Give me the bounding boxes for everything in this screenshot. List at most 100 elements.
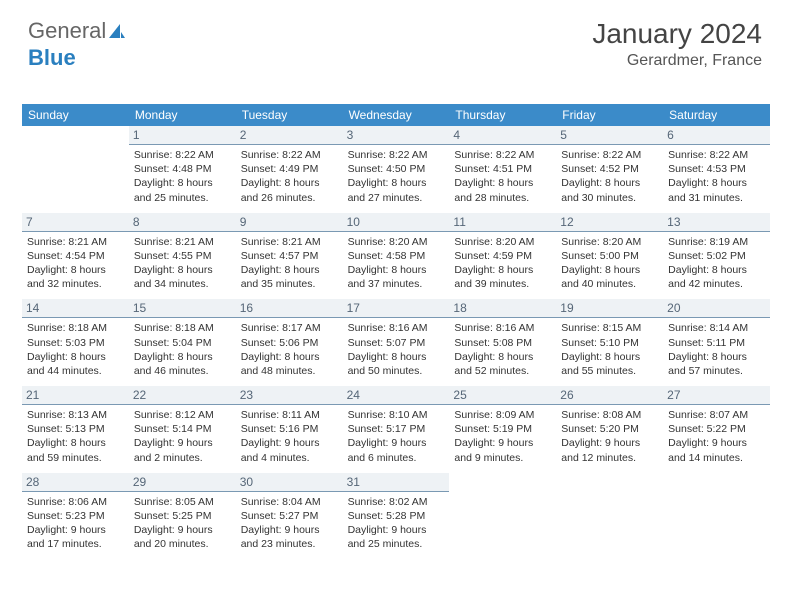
day-info: Sunrise: 8:18 AMSunset: 5:03 PMDaylight:…	[27, 321, 124, 378]
daylight-text-2: and 48 minutes.	[241, 364, 338, 378]
daylight-text-2: and 26 minutes.	[241, 191, 338, 205]
daylight-text-2: and 55 minutes.	[561, 364, 658, 378]
sunset-text: Sunset: 5:03 PM	[27, 336, 124, 350]
weekday-header-row: Sunday Monday Tuesday Wednesday Thursday…	[22, 104, 770, 126]
daylight-text-1: Daylight: 9 hours	[668, 436, 765, 450]
weekday-header: Tuesday	[236, 104, 343, 126]
sunrise-text: Sunrise: 8:06 AM	[27, 495, 124, 509]
sunrise-text: Sunrise: 8:22 AM	[348, 148, 445, 162]
day-number: 22	[129, 386, 236, 405]
calendar-cell: 11Sunrise: 8:20 AMSunset: 4:59 PMDayligh…	[449, 213, 556, 300]
day-number: 15	[129, 299, 236, 318]
sunset-text: Sunset: 4:58 PM	[348, 249, 445, 263]
sunset-text: Sunset: 5:00 PM	[561, 249, 658, 263]
day-info: Sunrise: 8:11 AMSunset: 5:16 PMDaylight:…	[241, 408, 338, 465]
sunset-text: Sunset: 5:25 PM	[134, 509, 231, 523]
calendar-cell: 30Sunrise: 8:04 AMSunset: 5:27 PMDayligh…	[236, 473, 343, 560]
sunrise-text: Sunrise: 8:20 AM	[561, 235, 658, 249]
daylight-text-2: and 25 minutes.	[134, 191, 231, 205]
daylight-text-2: and 59 minutes.	[27, 451, 124, 465]
daylight-text-1: Daylight: 8 hours	[454, 263, 551, 277]
day-number: 7	[22, 213, 129, 232]
day-info: Sunrise: 8:08 AMSunset: 5:20 PMDaylight:…	[561, 408, 658, 465]
daylight-text-1: Daylight: 8 hours	[454, 176, 551, 190]
daylight-text-2: and 32 minutes.	[27, 277, 124, 291]
calendar-week-row: 1Sunrise: 8:22 AMSunset: 4:48 PMDaylight…	[22, 126, 770, 213]
day-info: Sunrise: 8:16 AMSunset: 5:07 PMDaylight:…	[348, 321, 445, 378]
day-info: Sunrise: 8:17 AMSunset: 5:06 PMDaylight:…	[241, 321, 338, 378]
sunrise-text: Sunrise: 8:17 AM	[241, 321, 338, 335]
sunset-text: Sunset: 4:49 PM	[241, 162, 338, 176]
sunset-text: Sunset: 5:06 PM	[241, 336, 338, 350]
daylight-text-2: and 25 minutes.	[348, 537, 445, 551]
calendar-cell: 16 Sunrise: 8:17 AMSunset: 5:06 PMDayligh…	[236, 299, 343, 386]
sunrise-text: Sunrise: 8:16 AM	[348, 321, 445, 335]
calendar-week-row: 14Sunrise: 8:18 AMSunset: 5:03 PMDayligh…	[22, 299, 770, 386]
day-number: 24	[343, 386, 450, 405]
daylight-text-1: Daylight: 9 hours	[348, 436, 445, 450]
day-number: 1	[129, 126, 236, 145]
weekday-header: Monday	[129, 104, 236, 126]
day-info: Sunrise: 8:20 AMSunset: 5:00 PMDaylight:…	[561, 235, 658, 292]
daylight-text-1: Daylight: 8 hours	[348, 350, 445, 364]
calendar-cell: 7Sunrise: 8:21 AMSunset: 4:54 PMDaylight…	[22, 213, 129, 300]
sunrise-text: Sunrise: 8:13 AM	[27, 408, 124, 422]
calendar-cell	[663, 473, 770, 560]
page-header: January 2024 Gerardmer, France	[592, 18, 762, 70]
location-label: Gerardmer, France	[592, 52, 762, 70]
calendar-cell: 26 Sunrise: 8:08 AMSunset: 5:20 PMDayligh…	[556, 386, 663, 473]
sunrise-text: Sunrise: 8:22 AM	[561, 148, 658, 162]
day-info: Sunrise: 8:22 AMSunset: 4:53 PMDaylight:…	[668, 148, 765, 205]
day-number: 6	[663, 126, 770, 145]
daylight-text-2: and 34 minutes.	[134, 277, 231, 291]
daylight-text-2: and 42 minutes.	[668, 277, 765, 291]
sunrise-text: Sunrise: 8:05 AM	[134, 495, 231, 509]
calendar-cell: 18Sunrise: 8:16 AMSunset: 5:08 PMDayligh…	[449, 299, 556, 386]
daylight-text-1: Daylight: 8 hours	[668, 263, 765, 277]
day-info: Sunrise: 8:12 AMSunset: 5:14 PMDaylight:…	[134, 408, 231, 465]
daylight-text-1: Daylight: 8 hours	[134, 263, 231, 277]
daylight-text-2: and 31 minutes.	[668, 191, 765, 205]
calendar-cell: 22 Sunrise: 8:12 AMSunset: 5:14 PMDayligh…	[129, 386, 236, 473]
daylight-text-2: and 17 minutes.	[27, 537, 124, 551]
day-number: 29	[129, 473, 236, 492]
daylight-text-1: Daylight: 9 hours	[241, 436, 338, 450]
daylight-text-1: Daylight: 9 hours	[561, 436, 658, 450]
day-number: 5	[556, 126, 663, 145]
calendar-cell: 23Sunrise: 8:11 AMSunset: 5:16 PMDayligh…	[236, 386, 343, 473]
day-info: Sunrise: 8:22 AMSunset: 4:49 PMDaylight:…	[241, 148, 338, 205]
daylight-text-1: Daylight: 8 hours	[241, 176, 338, 190]
daylight-text-1: Daylight: 8 hours	[668, 350, 765, 364]
weekday-header: Wednesday	[343, 104, 450, 126]
daylight-text-2: and 39 minutes.	[454, 277, 551, 291]
calendar-cell: 5Sunrise: 8:22 AMSunset: 4:52 PMDaylight…	[556, 126, 663, 213]
sunset-text: Sunset: 5:20 PM	[561, 422, 658, 436]
sunset-text: Sunset: 5:10 PM	[561, 336, 658, 350]
daylight-text-2: and 20 minutes.	[134, 537, 231, 551]
weeks-container: 1Sunrise: 8:22 AMSunset: 4:48 PMDaylight…	[22, 126, 770, 559]
sunrise-text: Sunrise: 8:07 AM	[668, 408, 765, 422]
day-info: Sunrise: 8:14 AMSunset: 5:11 PMDaylight:…	[668, 321, 765, 378]
sunrise-text: Sunrise: 8:18 AM	[27, 321, 124, 335]
calendar-week-row: 7Sunrise: 8:21 AMSunset: 4:54 PMDaylight…	[22, 213, 770, 300]
day-number: 2	[236, 126, 343, 145]
daylight-text-1: Daylight: 8 hours	[561, 350, 658, 364]
month-title: January 2024	[592, 18, 762, 50]
calendar-cell: 8Sunrise: 8:21 AMSunset: 4:55 PMDaylight…	[129, 213, 236, 300]
sunrise-text: Sunrise: 8:22 AM	[454, 148, 551, 162]
daylight-text-1: Daylight: 8 hours	[668, 176, 765, 190]
day-info: Sunrise: 8:22 AMSunset: 4:50 PMDaylight:…	[348, 148, 445, 205]
day-number: 26	[556, 386, 663, 405]
sunset-text: Sunset: 5:23 PM	[27, 509, 124, 523]
sunrise-text: Sunrise: 8:20 AM	[348, 235, 445, 249]
daylight-text-1: Daylight: 8 hours	[134, 350, 231, 364]
daylight-text-1: Daylight: 8 hours	[134, 176, 231, 190]
sunset-text: Sunset: 5:07 PM	[348, 336, 445, 350]
daylight-text-2: and 50 minutes.	[348, 364, 445, 378]
day-number: 4	[449, 126, 556, 145]
day-number: 9	[236, 213, 343, 232]
sunrise-text: Sunrise: 8:21 AM	[241, 235, 338, 249]
day-number: 16	[236, 299, 343, 318]
daylight-text-1: Daylight: 8 hours	[348, 263, 445, 277]
daylight-text-2: and 52 minutes.	[454, 364, 551, 378]
